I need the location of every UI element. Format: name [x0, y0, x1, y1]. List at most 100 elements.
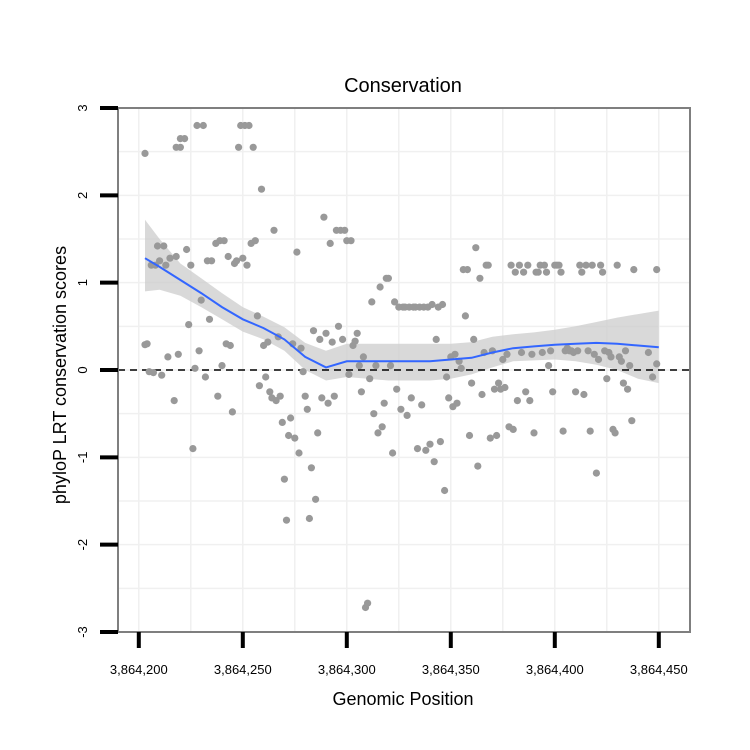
data-point: [287, 414, 295, 422]
data-point: [187, 261, 195, 269]
data-point: [191, 364, 199, 372]
data-point: [355, 362, 363, 370]
data-point: [501, 383, 509, 392]
data-point: [517, 348, 526, 357]
data-point: [644, 348, 653, 357]
data-point: [445, 394, 453, 402]
data-point: [368, 298, 376, 306]
data-point: [526, 397, 534, 405]
data-point: [334, 322, 343, 330]
data-point: [520, 268, 528, 276]
data-point: [307, 464, 315, 472]
data-point: [197, 296, 205, 304]
data-point: [364, 599, 372, 607]
data-point: [407, 394, 415, 402]
data-point: [141, 149, 149, 157]
data-point: [557, 268, 565, 276]
smoothed-trend-line: [144, 257, 659, 369]
data-point: [474, 462, 482, 470]
data-point: [330, 392, 338, 400]
data-point: [301, 392, 309, 400]
data-point: [559, 427, 567, 435]
data-point: [441, 486, 449, 495]
data-point: [291, 434, 299, 442]
data-point: [438, 300, 447, 309]
data-point: [285, 431, 293, 440]
x-tick-label: 3,864,200: [110, 662, 168, 677]
data-point: [218, 362, 226, 370]
data-point: [621, 347, 630, 355]
data-point: [542, 268, 551, 276]
data-point: [170, 397, 178, 405]
data-point: [249, 143, 257, 151]
data-point: [282, 516, 291, 524]
data-point: [181, 135, 189, 143]
data-point: [149, 369, 157, 377]
data-point: [389, 449, 397, 457]
data-point: [397, 405, 405, 413]
data-point: [376, 283, 384, 291]
data-point: [185, 321, 193, 329]
data-point: [251, 237, 259, 245]
data-point: [613, 261, 621, 269]
data-point: [266, 388, 274, 396]
data-point: [549, 388, 557, 396]
data-point: [513, 397, 522, 405]
data-point: [468, 379, 476, 387]
data-point: [353, 329, 361, 337]
data-point: [201, 373, 209, 381]
data-point: [607, 353, 615, 361]
data-point: [205, 315, 214, 323]
y-tick-label: -3: [75, 626, 90, 638]
data-point: [584, 347, 592, 355]
data-point: [357, 388, 365, 396]
data-point: [320, 213, 328, 221]
data-point: [461, 312, 469, 320]
data-point: [472, 244, 480, 252]
data-point: [386, 362, 395, 370]
y-tick-label: 2: [75, 192, 90, 199]
data-point: [540, 261, 549, 269]
data-point: [653, 266, 661, 274]
y-tick-label: 3: [75, 104, 90, 111]
data-point: [183, 245, 191, 254]
data-point: [366, 375, 374, 383]
x-tick-label: 3,864,400: [526, 662, 584, 677]
data-point: [582, 261, 590, 269]
data-point: [453, 399, 461, 407]
data-point: [507, 261, 515, 269]
data-point: [391, 298, 399, 306]
data-point: [143, 340, 151, 348]
data-point: [499, 355, 507, 364]
data-point: [478, 390, 486, 399]
data-point: [347, 237, 355, 245]
chart-title: Conservation: [344, 75, 462, 97]
data-point: [341, 226, 349, 234]
y-axis-title: phyloP LRT conservation scores: [50, 246, 70, 504]
data-point: [384, 274, 392, 282]
data-point: [413, 445, 422, 453]
data-point: [156, 257, 164, 265]
data-point: [295, 449, 303, 457]
data-point: [176, 143, 184, 151]
data-point: [430, 458, 438, 466]
data-point: [199, 121, 207, 130]
data-point: [224, 252, 232, 261]
confidence-band: [145, 219, 659, 384]
data-point: [172, 252, 180, 261]
data-point: [428, 300, 436, 309]
data-point: [555, 261, 563, 269]
data-point: [374, 429, 382, 437]
data-point: [378, 423, 386, 431]
data-point: [153, 242, 162, 250]
x-tick-label: 3,864,350: [422, 662, 480, 677]
data-point: [547, 347, 555, 355]
x-tick-label: 3,864,450: [630, 662, 688, 677]
data-point: [586, 427, 594, 435]
data-point: [432, 335, 440, 343]
data-point: [220, 237, 228, 245]
x-tick-label: 3,864,250: [214, 662, 272, 677]
data-point: [515, 261, 524, 269]
data-point: [309, 327, 318, 335]
